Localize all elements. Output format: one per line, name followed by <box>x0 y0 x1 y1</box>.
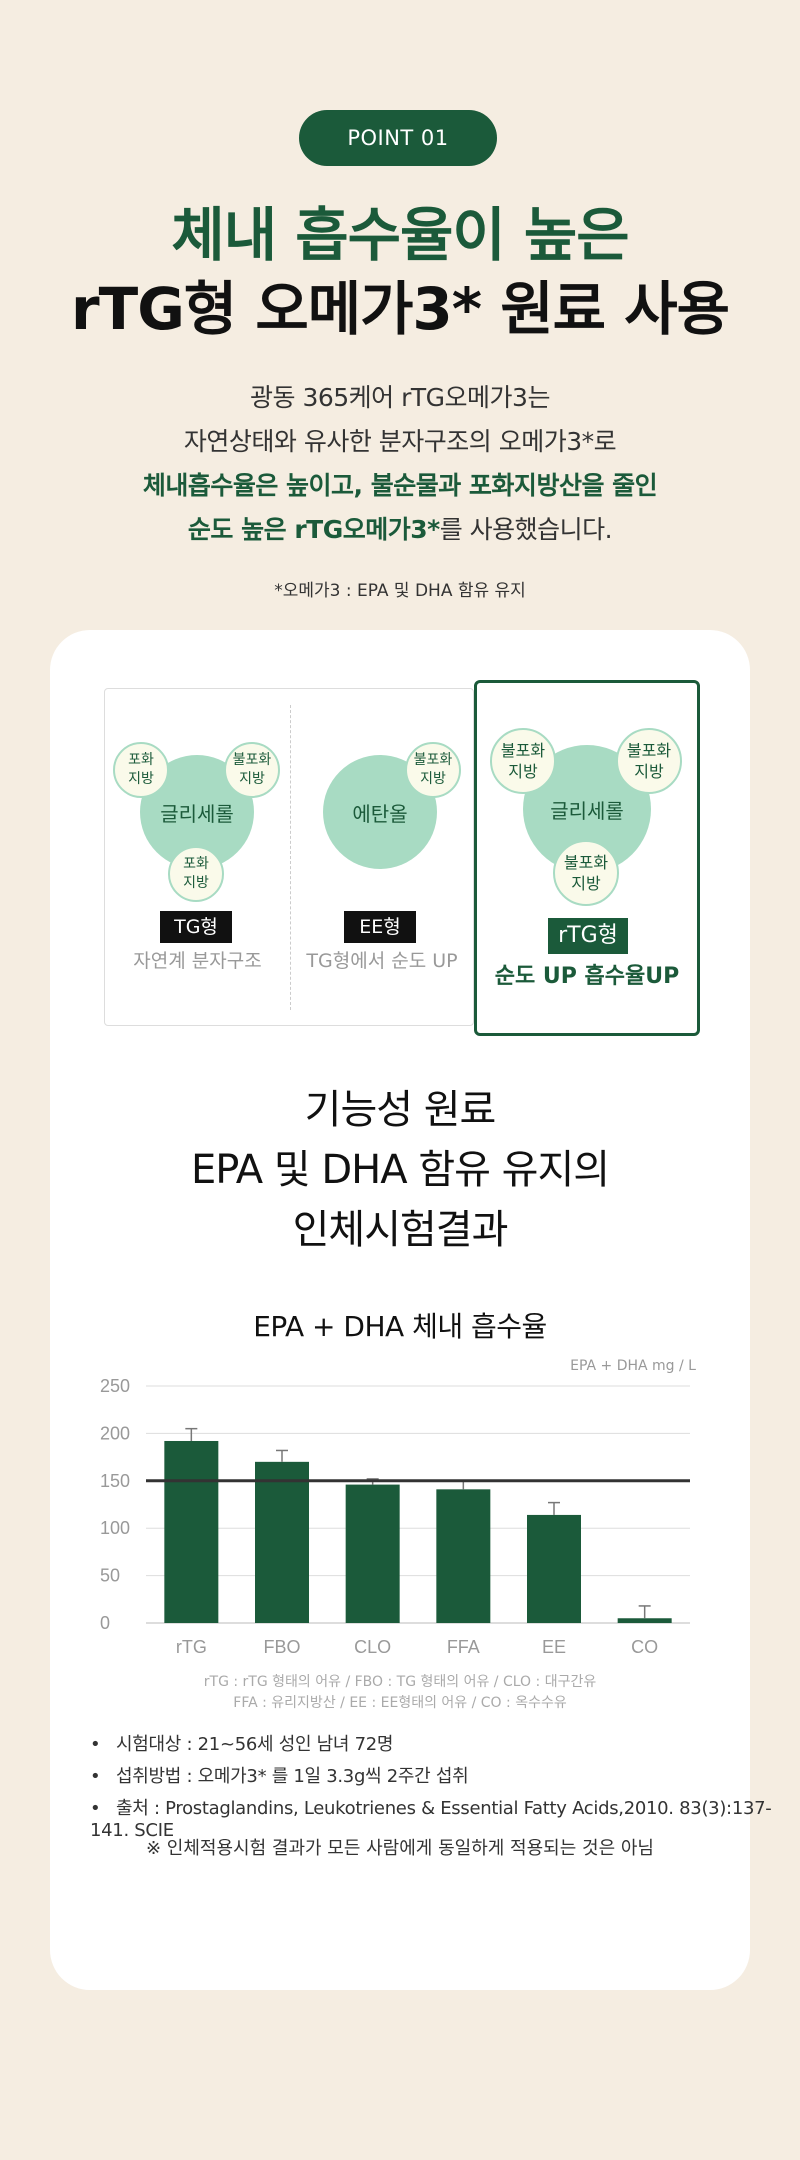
bar-co <box>617 1618 672 1623</box>
y-tick-label: 0 <box>100 1613 110 1633</box>
tg-unsaturated-fat-bubble: 불포화 지방 <box>224 742 280 798</box>
chart-legend-line2: FFA : 유리지방산 / EE : EE형태의 어유 / CO : 옥수수유 <box>233 1695 567 1711</box>
bar-fbo <box>255 1461 309 1623</box>
chart-title: EPA + DHA 체내 흡수율 <box>253 1310 547 1343</box>
intro-line4-rest: 를 사용했습니다. <box>439 515 613 544</box>
study-subject-item: 시험대상 : 21~56세 성인 남녀 72명 <box>90 1730 393 1756</box>
ee-type-tag: EE형 <box>344 911 416 943</box>
y-tick-label: 100 <box>100 1518 130 1538</box>
tg-caption: 자연계 분자구조 <box>133 950 262 972</box>
y-tick-label: 50 <box>100 1566 120 1586</box>
headline-line1: 체내 흡수율이 높은 <box>171 201 629 269</box>
tg-saturated-fat-bubble: 포화 지방 <box>113 742 169 798</box>
bar-rtg <box>164 1440 219 1623</box>
bar-clo <box>345 1484 400 1623</box>
ee-caption: TG형에서 순도 UP <box>306 950 458 972</box>
omega3-footnote: *오메가3 : EPA 및 DHA 함유 유지 <box>274 581 526 601</box>
absorption-bar-chart: 250 200 150 100 50 0 rTG FBO CLO FFA EE CO <box>100 1376 690 1657</box>
headline-line2: rTG형 오메가3* 원료 사용 <box>71 275 730 343</box>
study-heading-line3: 인체시험결과 <box>292 1207 509 1253</box>
rtg-caption: 순도 UP 흡수율UP <box>494 964 680 989</box>
bar-ffa <box>436 1489 491 1623</box>
intro-line4-highlight: 순도 높은 rTG오메가3* <box>187 515 440 544</box>
rtg-unsaturated-fat-bubble-left: 불포화 지방 <box>490 728 556 794</box>
rtg-unsaturated-fat-bubble-bottom: 불포화 지방 <box>553 840 619 906</box>
x-tick-label: EE <box>542 1637 566 1657</box>
tg-saturated-fat-bottom-bubble: 포화 지방 <box>168 846 224 902</box>
tg-ee-structure-panel <box>104 688 474 1026</box>
tg-type-tag: TG형 <box>160 911 232 943</box>
study-heading-line2: EPA 및 DHA 함유 유지의 <box>190 1147 610 1193</box>
x-tick-label: CLO <box>354 1637 391 1657</box>
point-badge: POINT 01 <box>299 110 497 166</box>
intro-line4: 순도 높은 rTG오메가3*를 사용했습니다. <box>0 508 800 552</box>
x-tick-label: rTG <box>176 1637 207 1657</box>
x-tick-label: FFA <box>447 1637 480 1657</box>
y-tick-label: 150 <box>100 1471 130 1491</box>
rtg-unsaturated-fat-bubble-right: 불포화 지방 <box>616 728 682 794</box>
intro-line1: 광동 365케어 rTG오메가3는 <box>250 383 550 412</box>
source-item: 출처 : Prostaglandins, Leukotrienes & Esse… <box>90 1794 800 1841</box>
x-tick-label: CO <box>631 1637 658 1657</box>
intake-method-item: 섭취방법 : 오메가3* 를 1일 3.3g씩 2주간 섭취 <box>90 1762 469 1788</box>
y-tick-label: 200 <box>100 1423 130 1443</box>
bar-ee <box>527 1514 581 1623</box>
disclaimer: ※ 인체적용시험 결과가 모든 사람에게 동일하게 적용되는 것은 아님 <box>146 1838 654 1859</box>
rtg-type-tag: rTG형 <box>548 918 628 954</box>
y-tick-label: 250 <box>100 1376 130 1396</box>
ee-unsaturated-fat-bubble: 불포화 지방 <box>405 742 461 798</box>
intro-line3: 체내흡수율은 높이고, 불순물과 포화지방산을 줄인 <box>142 471 658 500</box>
intro-line2: 자연상태와 유사한 분자구조의 오메가3*로 <box>183 427 617 456</box>
x-tick-label: FBO <box>263 1637 300 1657</box>
study-heading-line1: 기능성 원료 <box>304 1087 497 1133</box>
chart-legend-line1: rTG : rTG 형태의 어유 / FBO : TG 형태의 어유 / CLO… <box>203 1674 597 1690</box>
chart-unit-label: EPA + DHA mg / L <box>570 1358 696 1374</box>
structure-divider <box>290 705 291 1010</box>
